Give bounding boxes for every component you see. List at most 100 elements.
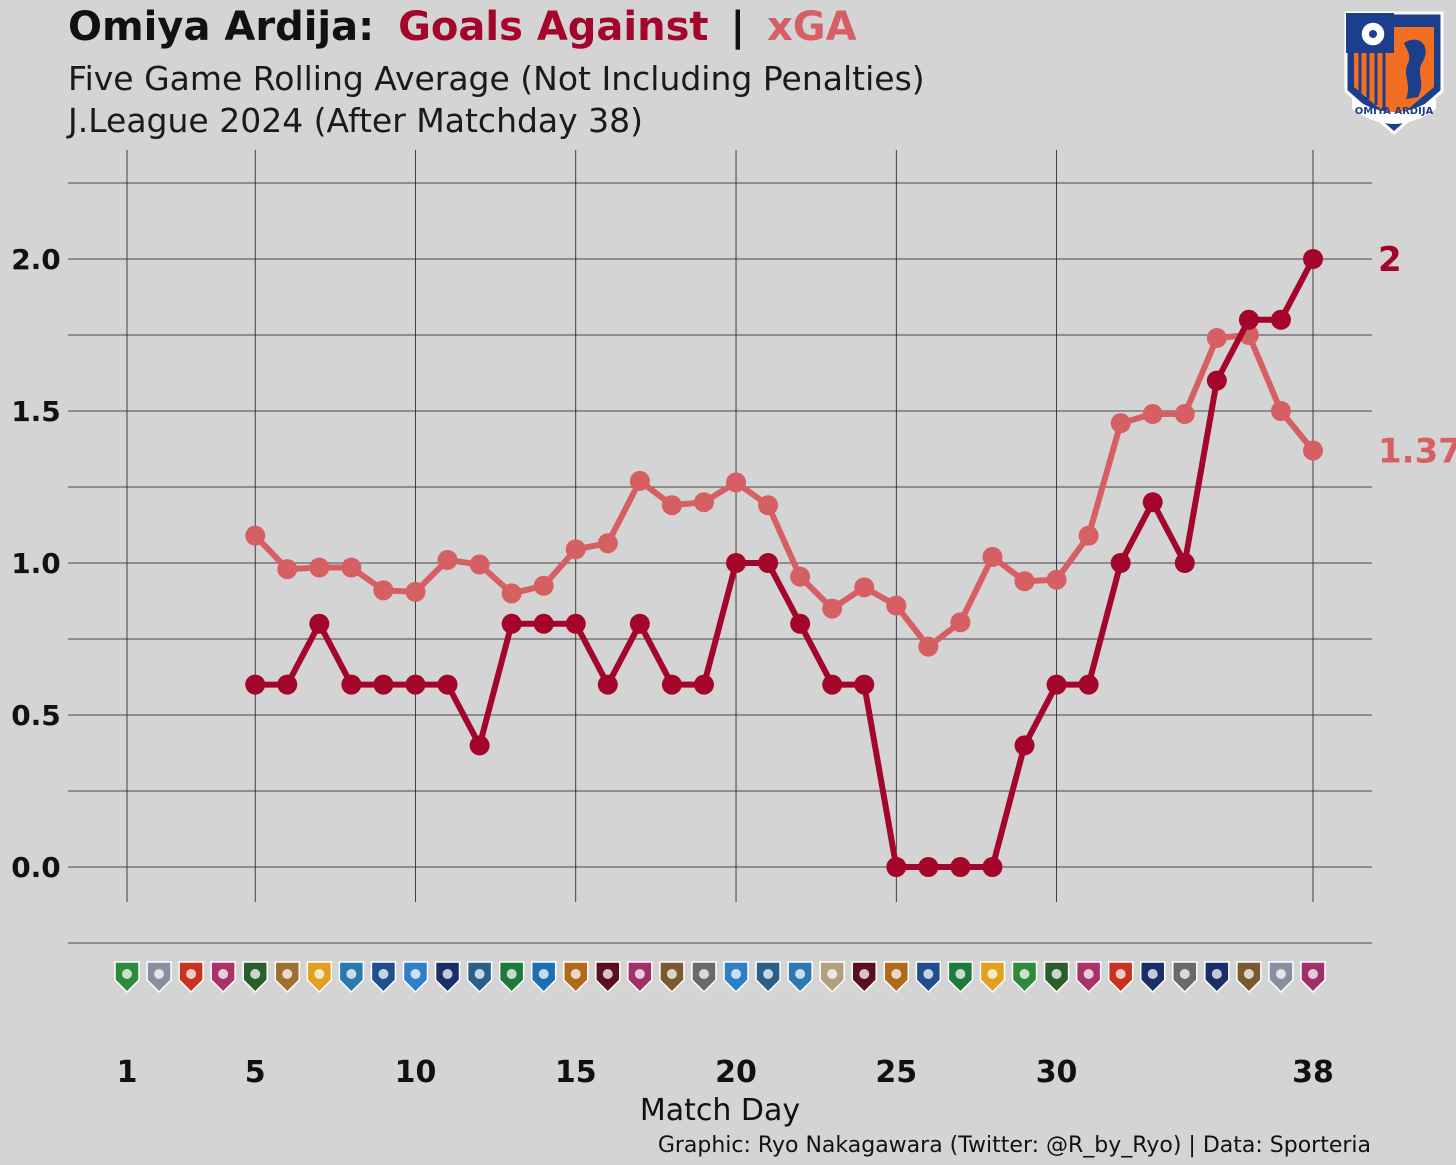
data-point [405,581,426,602]
badge-emblem [1211,969,1222,979]
badge-emblem [1308,969,1318,979]
badge-emblem [698,969,709,979]
data-point [918,857,939,877]
data-point [1046,569,1067,590]
data-point [629,613,650,634]
badge-emblem [378,969,389,979]
opponent-badge [979,961,1006,994]
data-point [629,470,650,491]
opponent-badge [787,961,813,994]
opponent-badge [530,961,557,994]
series-goals-against: 2 [245,240,1402,877]
opponent-badge [210,961,236,994]
x-tick-label: 15 [555,1055,597,1090]
data-point [1270,309,1291,330]
x-tick-label: 20 [715,1055,757,1090]
badge-emblem [154,969,165,979]
opponent-badge [274,961,301,994]
title-goals-against: Goals Against [398,4,708,50]
data-point [1303,249,1323,269]
opponent-badge [1236,961,1262,994]
opponent-badge [306,961,333,994]
opponent-badge [178,961,204,994]
data-point [1238,309,1259,330]
opponent-badge [819,961,845,994]
badge-emblem [602,969,613,979]
title-separator: | [730,4,745,51]
club-logo: OMIYA ARDIJA [1344,11,1444,135]
badge-emblem [1179,969,1190,979]
opponent-badge [434,961,461,994]
badge-emblem [218,969,229,979]
data-point [1014,735,1035,756]
data-point [533,613,554,634]
badge-emblem [634,969,645,979]
chart-title: Omiya Ardija: Goals Against | xGA [68,4,857,51]
badge-emblem [859,969,870,979]
x-tick-label: 1 [117,1055,138,1090]
opponent-badge [1268,961,1294,994]
badge-emblem [538,969,549,979]
badge-emblem [1243,969,1254,979]
opponent-badge [659,961,685,994]
opponent-badge [883,961,910,994]
data-point [597,533,618,554]
data-point [886,595,907,616]
data-point [277,559,298,580]
data-point [1206,370,1227,391]
badge-emblem [1115,969,1126,979]
data-point [501,583,522,604]
data-point [1078,674,1099,695]
data-point [1142,404,1163,425]
x-axis-ticks: 1 5 10 15 20 25 30 38 [117,1055,1334,1090]
data-point [405,674,426,695]
data-point [373,580,394,601]
opponent-badge [1075,961,1102,994]
data-point [982,857,1003,877]
data-point [245,525,266,546]
data-point [309,613,330,634]
opponent-badge [595,961,621,994]
badge-emblem [987,969,998,979]
title-xga: xGA [767,4,857,50]
data-point [341,674,362,695]
x-tick-label: 30 [1036,1055,1078,1090]
badge-emblem [1083,969,1094,979]
opponent-badge [114,961,140,994]
data-point [661,674,682,695]
opponent-badge [755,961,781,994]
data-point [726,472,747,493]
opponent-badge [1043,961,1070,994]
title-team: Omiya Ardija: [68,4,374,50]
badge-emblem [442,969,453,979]
opponent-badge [915,961,942,994]
data-point [1174,404,1195,425]
data-point [1078,525,1099,546]
badge-emblem [122,969,132,979]
data-point [341,557,362,578]
badge-emblem [474,969,485,979]
data-point [533,575,554,596]
data-point [854,577,875,598]
data-point [501,613,522,634]
x-tick-label: 25 [875,1055,917,1090]
data-point [437,549,458,570]
subtitle-league: J.League 2024 (After Matchday 38) [66,101,643,140]
data-point [309,557,330,578]
data-point [565,613,586,634]
badge-emblem [1051,969,1062,979]
opponent-badge [146,961,172,994]
opponent-badge [1011,961,1038,994]
x-axis-label: Match Day [640,1093,800,1128]
data-point [437,674,458,695]
badge-emblem [506,969,517,979]
badge-emblem [346,969,357,979]
badge-emblem [1147,969,1158,979]
data-point [693,492,714,513]
badge-emblem [891,969,902,979]
badge-emblem [282,969,293,979]
data-point [1014,571,1035,592]
caption: Graphic: Ryo Nakagawara (Twitter: @R_by_… [658,1133,1371,1158]
opponent-badge [1204,961,1230,994]
